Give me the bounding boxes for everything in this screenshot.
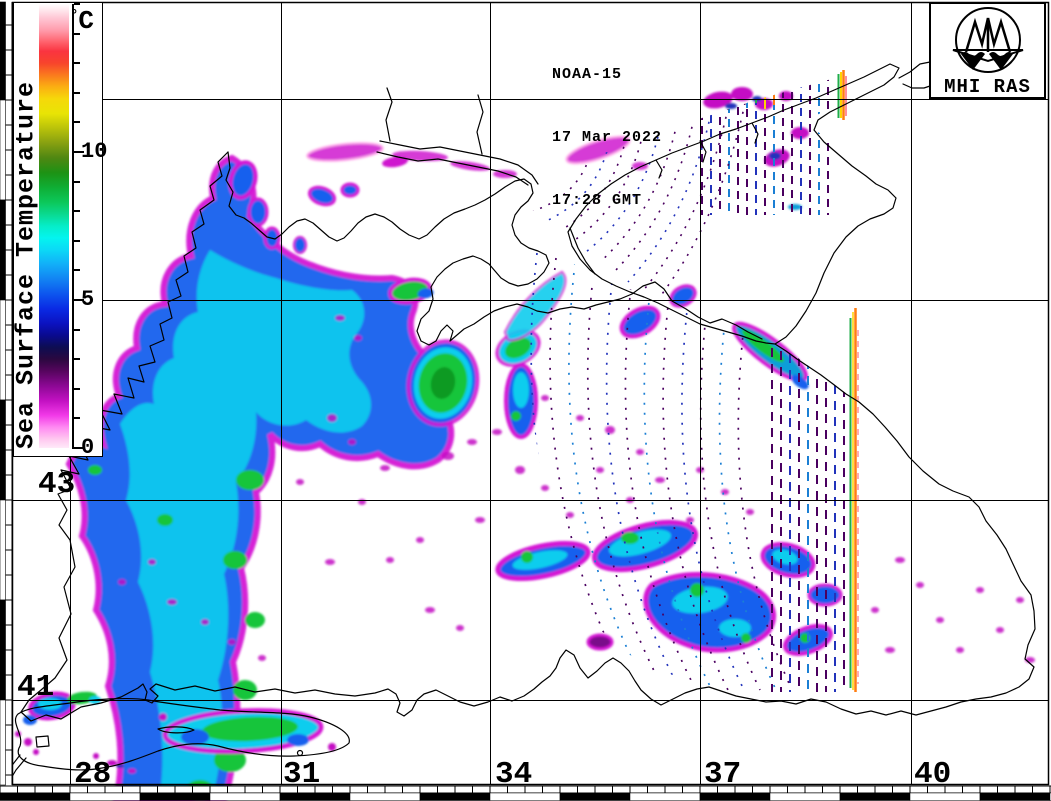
acquisition-date: 17 Mar 2022	[552, 129, 663, 146]
degree-symbol: °	[70, 8, 79, 24]
lon-label-37: 37	[704, 757, 742, 792]
coastlines	[3, 61, 1036, 781]
colorbar-panel: Sea Surface Temperature °C 10 5 0	[11, 2, 107, 459]
colorbar-axis	[72, 4, 74, 449]
lon-label-31: 31	[283, 757, 321, 792]
coast-azov-sea	[567, 63, 900, 345]
colorbar-unit-label: °C	[70, 6, 95, 36]
swath-scan-artifacts-blacksea	[516, 247, 845, 692]
sst-data-patches	[15, 87, 1035, 801]
acquisition-info: NOAA-15 17 Mar 2022 17:28 GMT	[552, 22, 662, 232]
crimea-west-patches	[388, 270, 697, 439]
colorbar-title: Sea Surface Temperature	[11, 80, 41, 450]
satellite-name: NOAA-15	[552, 66, 623, 83]
coast-dnieper-estuary	[376, 87, 539, 186]
mhi-ras-logo-icon	[952, 7, 1024, 73]
mhi-ras-caption: MHI RAS	[944, 76, 1031, 98]
azov-spits	[569, 122, 759, 275]
marmara-islet	[296, 749, 304, 757]
mhi-ras-logo-panel: MHI RAS	[929, 2, 1046, 99]
colorbar-tick-label: 0	[81, 435, 95, 460]
colorbar-tick-label: 10	[81, 139, 108, 164]
lat-label-43: 43	[38, 467, 76, 502]
west-shelf-cyan-core	[120, 250, 371, 794]
colorbar-tick-label: 5	[81, 287, 95, 312]
lon-label-40: 40	[914, 757, 952, 792]
central-south-patches	[495, 519, 843, 656]
lat-label-41: 41	[17, 670, 55, 705]
lon-label-28: 28	[74, 757, 112, 792]
lon-label-34: 34	[495, 757, 533, 792]
coast-crimea-northwest	[225, 151, 763, 346]
colorbar-gradient	[39, 4, 69, 448]
acquisition-time: 17:28 GMT	[552, 192, 643, 209]
latitude-ruler	[0, 1, 13, 786]
coast-marmara	[3, 697, 350, 781]
